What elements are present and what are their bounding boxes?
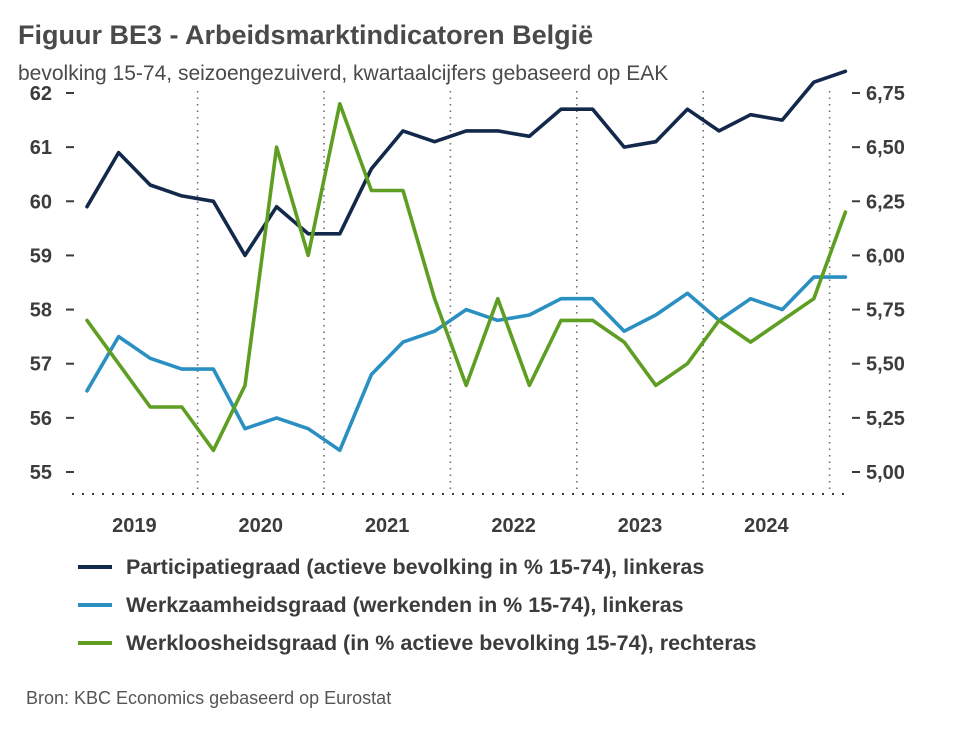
y-left-tick-label-56: 56 [30, 408, 52, 430]
legend-item-participatiegraad: Participatiegraad (actieve bevolking in … [78, 548, 757, 586]
x-tick-label-2023: 2023 [618, 515, 663, 537]
chart-title: Figuur BE3 - Arbeidsmarktindicatoren Bel… [18, 20, 594, 50]
y-left-tick-label-58: 58 [30, 300, 52, 322]
legend-label-participatiegraad: Participatiegraad (actieve bevolking in … [126, 554, 705, 579]
y-right-tick-label-4: 6,00 [866, 245, 905, 267]
y-left-tick-label-57: 57 [30, 354, 52, 376]
legend-item-werkloosheidsgraad: Werkloosheidsgraad (in % actieve bevolki… [78, 624, 757, 662]
y-right-tick-label-1: 5,25 [866, 408, 905, 430]
x-tick-label-2021: 2021 [365, 515, 410, 537]
x-tick-label-2022: 2022 [491, 515, 536, 537]
y-left-tick-label-60: 60 [30, 191, 52, 213]
x-tick-label-2024: 2024 [744, 515, 789, 537]
line-chart: 2019 2020 2021 2022 2023 2024 55 56 57 58 59 60 61 62… [30, 69, 905, 537]
legend-label-werkloosheidsgraad: Werkloosheidsgraad (in % actieve bevolki… [126, 630, 757, 655]
x-tick-label-2020: 2020 [239, 515, 284, 537]
y-right-tick-label-3: 5,75 [866, 300, 905, 322]
y-left-tick-label-59: 59 [30, 245, 52, 267]
x-tick-label-2019: 2019 [112, 515, 157, 537]
y-left-tick-label-62: 62 [30, 83, 52, 105]
y-right-tick-label-7: 6,75 [866, 83, 905, 105]
chart-subtitle: bevolking 15-74, seizoengezuiverd, kwart… [18, 62, 669, 85]
y-right-tick-label-6: 6,50 [866, 137, 905, 159]
y-right-tick-label-5: 6,25 [866, 191, 905, 213]
source-note: Bron: KBC Economics gebaseerd op Eurosta… [26, 688, 392, 708]
y-left-tick-label-61: 61 [30, 137, 52, 159]
legend: Participatiegraad (actieve bevolking in … [78, 548, 757, 662]
series-line-werkzaamheidsgraad [85, 275, 848, 453]
series-line-werkloosheidsgraad [85, 102, 848, 453]
legend-swatch-werkzaamheidsgraad [78, 603, 112, 607]
series-line-participatiegraad [85, 69, 848, 258]
y-right-tick-label-0: 5,00 [866, 462, 905, 484]
legend-label-werkzaamheidsgraad: Werkzaamheidsgraad (werkenden in % 15-74… [126, 592, 684, 617]
axes: 2019 2020 2021 2022 2023 2024 55 56 57 58 59 60 61 62… [30, 83, 905, 537]
legend-swatch-werkloosheidsgraad [78, 641, 112, 645]
legend-item-werkzaamheidsgraad: Werkzaamheidsgraad (werkenden in % 15-74… [78, 586, 757, 624]
legend-swatch-participatiegraad [78, 565, 112, 569]
grid-lines [196, 91, 831, 494]
y-left-tick-label-55: 55 [30, 462, 52, 484]
series-lines [85, 69, 848, 453]
y-right-tick-label-2: 5,50 [866, 354, 905, 376]
